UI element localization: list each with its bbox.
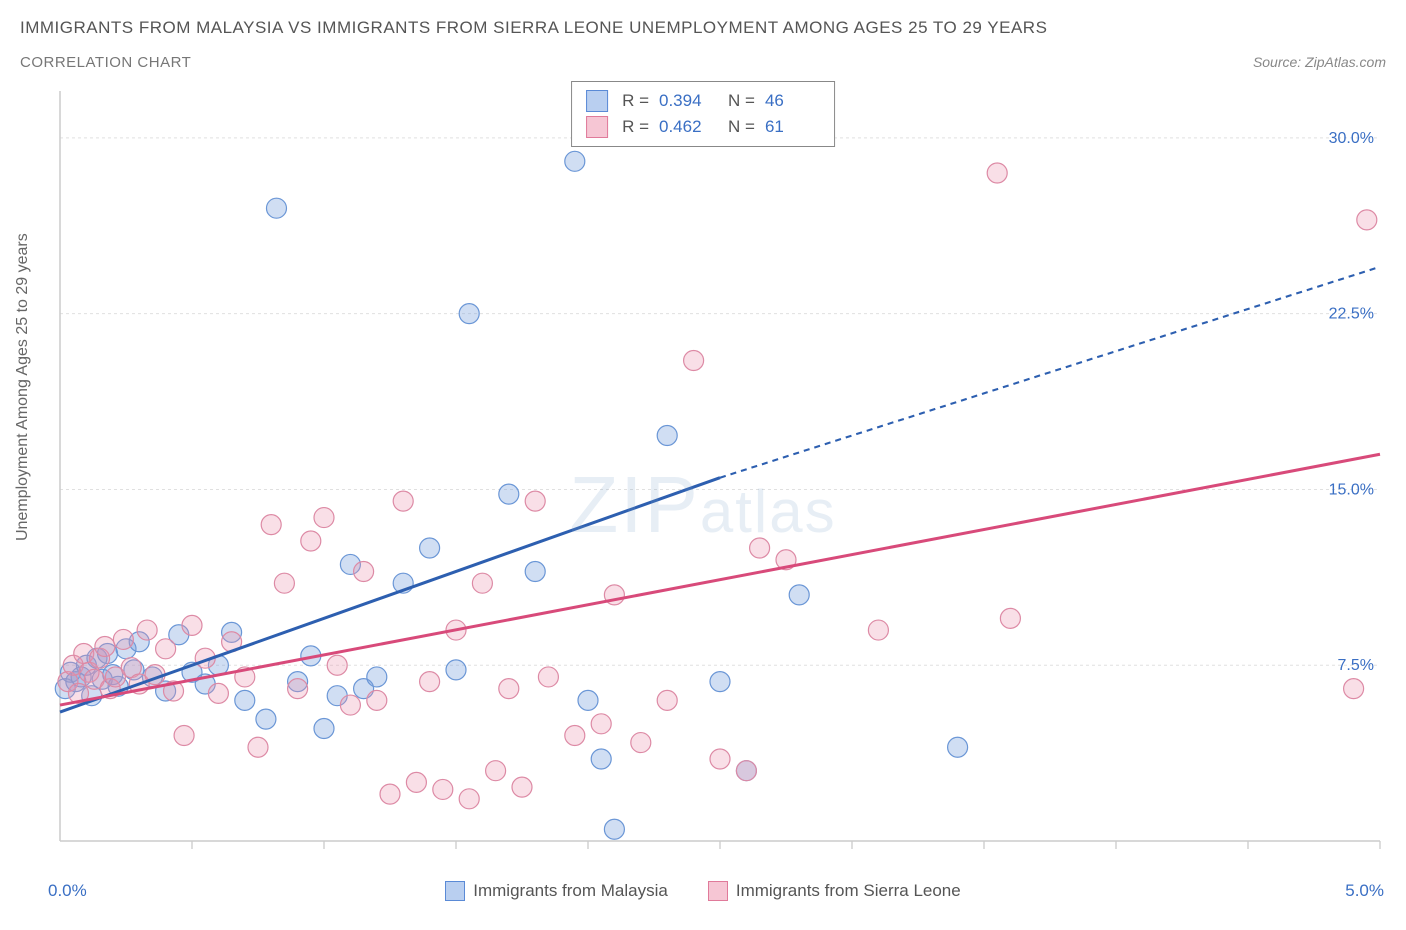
chart-subtitle: CORRELATION CHART (20, 54, 191, 71)
swatch-malaysia-icon (586, 90, 608, 112)
swatch-sierra-icon (586, 116, 608, 138)
y-axis-label: Unemployment Among Ages 25 to 29 years (14, 233, 32, 541)
legend-swatch-malaysia-icon (445, 881, 465, 901)
x-min-label: 0.0% (48, 881, 87, 901)
n-label: N = (728, 117, 755, 137)
r-value-malaysia: 0.394 (659, 91, 714, 111)
chart-container: R = 0.394 N = 46 R = 0.462 N = 61 Unempl… (0, 81, 1406, 901)
n-value-sierra: 61 (765, 117, 820, 137)
x-axis-legend: 0.0% Immigrants from Malaysia Immigrants… (0, 881, 1406, 901)
chart-header: IMMIGRANTS FROM MALAYSIA VS IMMIGRANTS F… (0, 0, 1406, 71)
scatter-plot: 7.5% 15.0% 22.5% 30.0% (0, 81, 1406, 901)
svg-text:7.5%: 7.5% (1338, 657, 1374, 674)
x-max-label: 5.0% (1345, 881, 1384, 901)
r-label: R = (622, 117, 649, 137)
stats-row-sierra: R = 0.462 N = 61 (586, 114, 820, 140)
r-label: R = (622, 91, 649, 111)
source-credit: Source: ZipAtlas.com (1253, 54, 1386, 70)
chart-title: IMMIGRANTS FROM MALAYSIA VS IMMIGRANTS F… (20, 18, 1386, 38)
n-label: N = (728, 91, 755, 111)
legend-item-sierra: Immigrants from Sierra Leone (708, 881, 961, 901)
subtitle-row: CORRELATION CHART Source: ZipAtlas.com (20, 54, 1386, 71)
svg-text:15.0%: 15.0% (1329, 481, 1374, 498)
legend-label-sierra: Immigrants from Sierra Leone (736, 881, 961, 901)
n-value-malaysia: 46 (765, 91, 820, 111)
svg-text:22.5%: 22.5% (1329, 306, 1374, 323)
correlation-stats-box: R = 0.394 N = 46 R = 0.462 N = 61 (571, 81, 835, 147)
legend-item-malaysia: Immigrants from Malaysia (445, 881, 668, 901)
stats-row-malaysia: R = 0.394 N = 46 (586, 88, 820, 114)
svg-text:30.0%: 30.0% (1329, 130, 1374, 147)
legend-label-malaysia: Immigrants from Malaysia (473, 881, 668, 901)
r-value-sierra: 0.462 (659, 117, 714, 137)
legend-swatch-sierra-icon (708, 881, 728, 901)
